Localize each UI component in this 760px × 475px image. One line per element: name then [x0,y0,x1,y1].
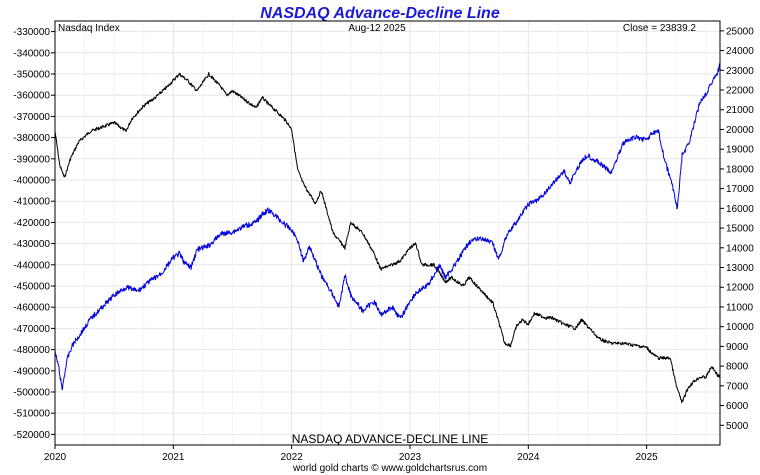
left-tick-label: -350000 [13,70,50,81]
inner-chart-title: NASDAQ ADVANCE-DECLINE LINE [292,432,489,446]
right-tick-label: 17000 [726,184,754,195]
right-tick-label: 24000 [726,46,754,57]
left-tick-label: -500000 [13,388,50,399]
right-tick-label: 8000 [726,362,749,373]
left-tick-label: -430000 [13,239,50,250]
right-tick-label: 19000 [726,145,754,156]
series-line-nasdaq-index [54,63,721,391]
left-tick-label: -480000 [13,345,50,356]
right-tick-label: 22000 [726,86,754,97]
left-tick-label: -520000 [13,430,50,441]
chart-title: NASDAQ Advance-Decline Line [260,5,500,22]
left-tick-label: -460000 [13,303,50,314]
right-tick-label: 5000 [726,421,749,432]
right-tick-label: 6000 [726,401,749,412]
left-tick-label: -470000 [13,324,50,335]
left-tick-label: -400000 [13,176,50,187]
header-right: Close = 23839.2 [623,23,697,34]
left-tick-label: -380000 [13,133,50,144]
right-axis-ticks: 25000 24000 23000 22000 21000 20000 19000 18000… [720,26,754,432]
right-tick-label: 10000 [726,322,754,333]
left-tick-label: -360000 [13,91,50,102]
left-tick-label: -390000 [13,154,50,165]
right-tick-label: 9000 [726,342,749,353]
left-tick-label: -340000 [13,48,50,59]
right-tick-label: 25000 [726,26,754,37]
series-layer [54,63,721,404]
series-line-ad-line [54,71,721,404]
left-tick-label: -370000 [13,112,50,123]
header-left: Nasdaq Index [58,23,120,34]
x-tick-label: 2022 [281,452,304,463]
left-axis-ticks: -330000 -340000 -350000 -360000 -370000 -3800… [13,27,55,441]
right-tick-label: 16000 [726,204,754,215]
x-axis-ticks: 2020 2021 2022 2023 2024 2025 [44,445,658,463]
x-tick-label: 2023 [399,452,422,463]
left-tick-label: -410000 [13,197,50,208]
x-tick-label: 2025 [636,452,659,463]
left-tick-label: -510000 [13,409,50,420]
right-tick-label: 20000 [726,125,754,136]
left-tick-label: -330000 [13,27,50,38]
right-tick-label: 23000 [726,66,754,77]
left-tick-label: -420000 [13,218,50,229]
right-tick-label: 14000 [726,243,754,254]
left-tick-label: -490000 [13,366,50,377]
x-tick-label: 2021 [162,452,185,463]
left-tick-label: -440000 [13,260,50,271]
footer-credit: world gold charts © www.goldchartsrus.co… [292,463,487,474]
right-tick-label: 12000 [726,283,754,294]
left-tick-label: -450000 [13,282,50,293]
right-tick-label: 21000 [726,105,754,116]
right-tick-label: 11000 [726,302,754,313]
right-tick-label: 7000 [726,381,749,392]
right-tick-label: 15000 [726,224,754,235]
right-tick-label: 13000 [726,263,754,274]
header-center: Aug-12 2025 [348,23,406,34]
grid-layer [54,21,720,445]
plot-frame [54,20,721,446]
right-tick-label: 18000 [726,164,754,175]
x-tick-label: 2020 [44,452,67,463]
x-tick-label: 2024 [517,452,540,463]
